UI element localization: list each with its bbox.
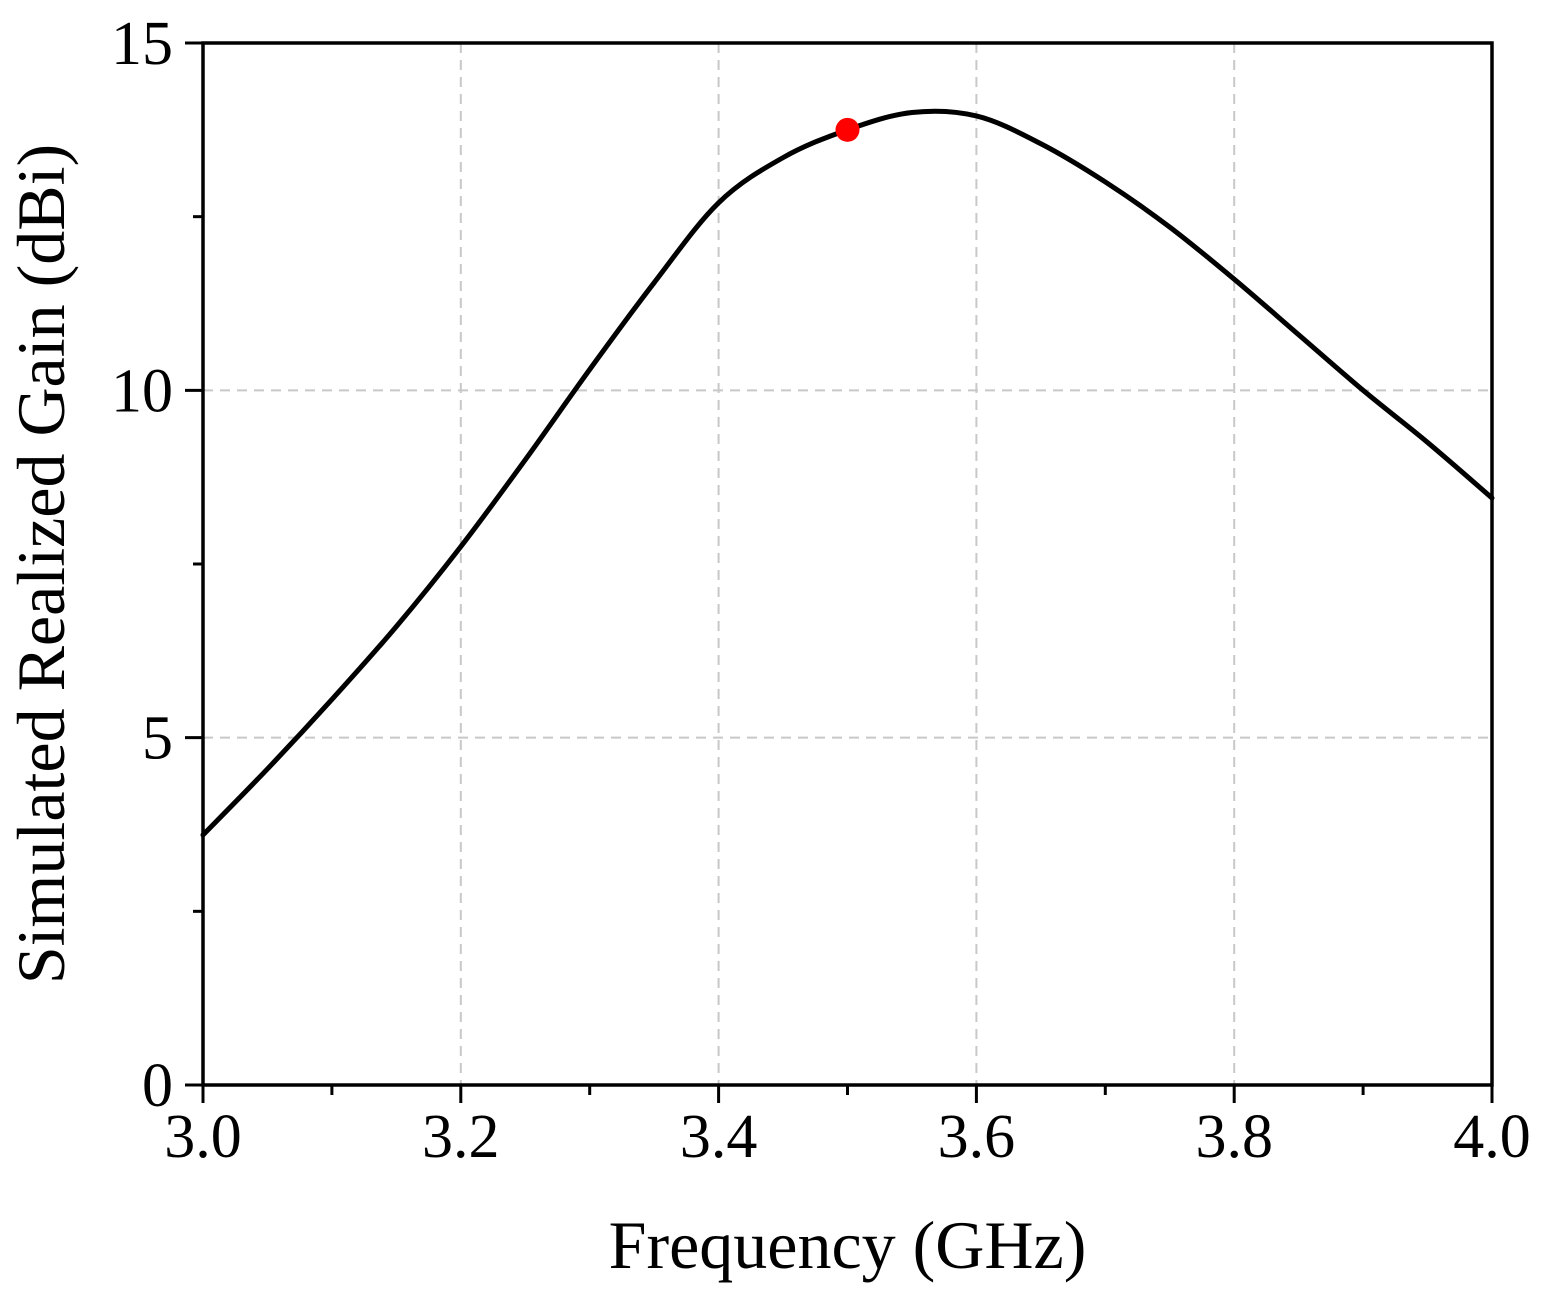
y-tick-label: 10 [111, 357, 173, 425]
axis-ticks [185, 41, 1494, 1103]
y-axis-title: Simulated Realized Gain (dBi) [3, 144, 79, 984]
marker-layer [835, 117, 860, 142]
x-tick-label: 3.6 [938, 1103, 1016, 1171]
y-tick-label: 15 [111, 10, 173, 78]
y-tick-label: 0 [142, 1052, 173, 1120]
x-tick-label: 3.2 [422, 1103, 500, 1171]
y-tick-labels: 0 5 10 15 [111, 10, 173, 1120]
x-axis-title: Frequency (GHz) [609, 1207, 1087, 1283]
gain-series-line [200, 108, 1495, 838]
series-layer [200, 108, 1495, 838]
x-tick-label: 3.0 [164, 1103, 242, 1171]
x-tick-label: 3.8 [1195, 1103, 1273, 1171]
y-tick-label: 5 [142, 705, 173, 773]
x-tick-labels: 3.0 3.2 3.4 3.6 3.8 4.0 [164, 1103, 1531, 1171]
plot-frame [201, 41, 1494, 1087]
marker-point [835, 117, 860, 142]
x-tick-label: 3.4 [680, 1103, 758, 1171]
grid-lines [203, 43, 1492, 1085]
x-tick-label: 4.0 [1453, 1103, 1531, 1171]
